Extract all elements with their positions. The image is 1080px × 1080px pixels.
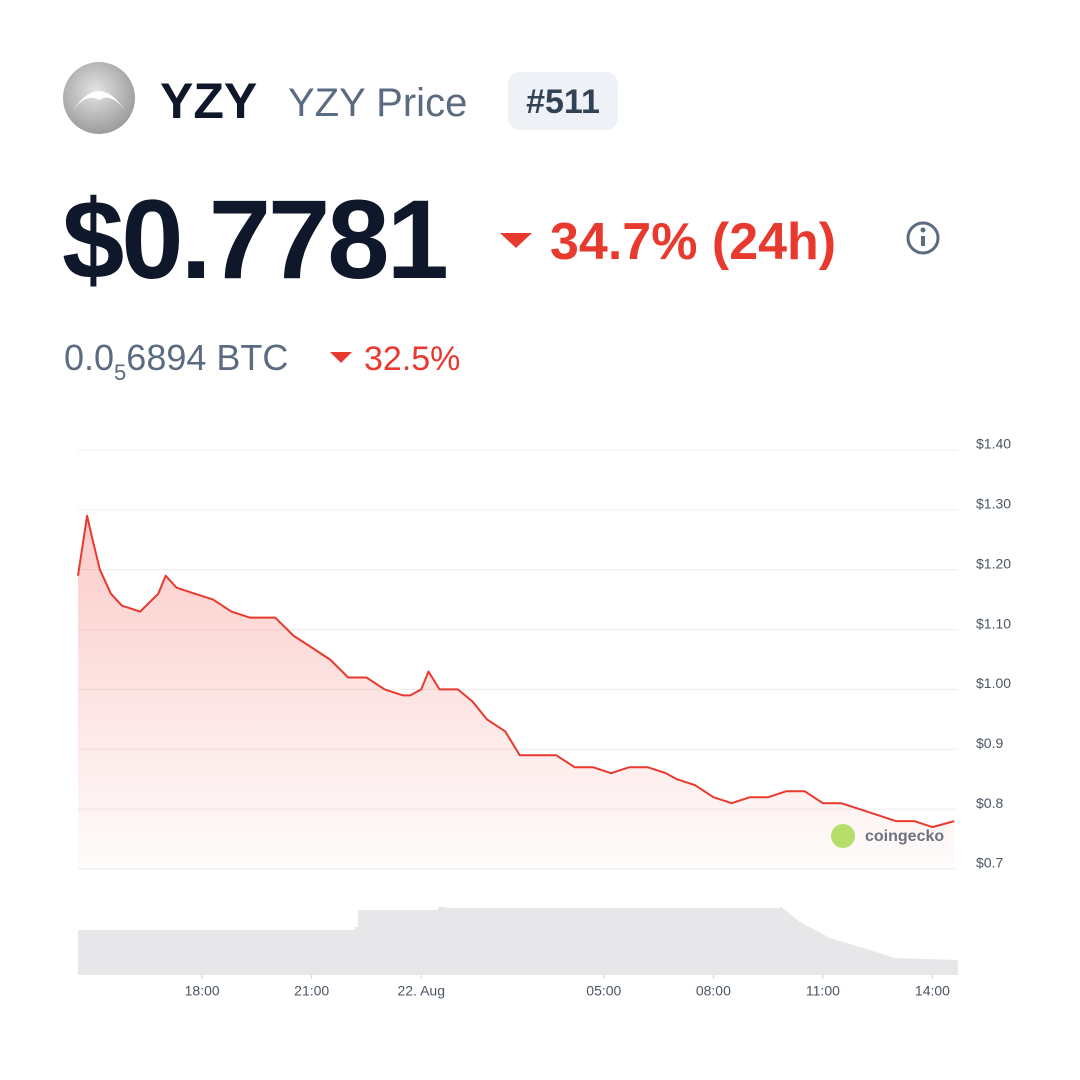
- y-tick-label: $1.40: [976, 436, 1011, 452]
- watermark-logo: [831, 824, 855, 848]
- down-arrow: [500, 233, 532, 248]
- x-tick-label: 21:00: [294, 983, 329, 999]
- info-icon[interactable]: [906, 221, 940, 255]
- coin-name: YZY Price: [288, 81, 467, 125]
- rank: #511: [526, 83, 600, 121]
- rank-badge: [508, 72, 618, 130]
- coin-symbol: YZY: [160, 73, 257, 129]
- btc-lead: 0.0: [64, 337, 114, 378]
- y-tick-label: $1.10: [976, 615, 1011, 631]
- watermark: coingecko: [865, 828, 944, 845]
- change-btc: 32.5%: [364, 340, 460, 378]
- price-line: [77, 514, 955, 829]
- x-tick-label: 11:00: [806, 983, 840, 999]
- y-tick-label: $0.7: [976, 855, 1003, 871]
- y-tick-label: $1.20: [976, 555, 1011, 571]
- x-tick-label: 14:00: [915, 983, 950, 999]
- x-tick-label: 18:00: [185, 983, 220, 999]
- down-arrow-btc: [330, 352, 352, 363]
- logo-mark: [72, 91, 126, 112]
- y-tick-label: $1.30: [976, 496, 1011, 512]
- price-chart: $1.40 $1.30 $1.20 $1.10 $1.00 $0.9 $0.8 $0.7 18:…: [77, 436, 1011, 999]
- x-tick-label: 05:00: [586, 983, 621, 999]
- btc-rest: 6894 BTC: [126, 337, 288, 378]
- y-tick-label: $0.9: [976, 735, 1003, 751]
- price-usd: $0.7781: [62, 177, 447, 302]
- y-tick-label: $1.00: [976, 675, 1011, 691]
- price-btc: 0.056894 BTC: [64, 337, 288, 385]
- btc-zeros: 5: [114, 360, 126, 385]
- x-tick-label: 22. Aug: [397, 983, 445, 999]
- price-area: [78, 515, 955, 869]
- y-tick-label: $0.8: [976, 795, 1003, 811]
- info-icon-bar: [921, 236, 925, 246]
- change-24h: 34.7% (24h): [550, 213, 836, 271]
- info-icon-dot: [920, 227, 926, 233]
- volume-bars: [78, 906, 958, 975]
- x-tick-label: 08:00: [696, 983, 731, 999]
